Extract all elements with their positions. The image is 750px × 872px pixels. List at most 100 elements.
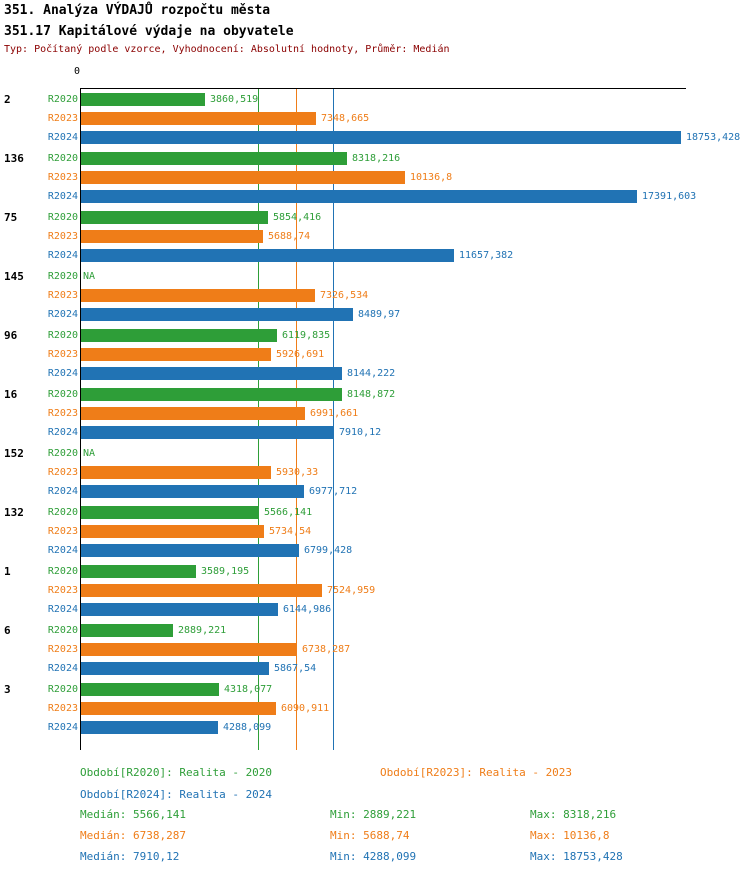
bar-value-label: 6738,287 <box>302 644 351 655</box>
bar-value-label: 5854,416 <box>273 212 322 223</box>
series-tick-label: R2020 <box>47 684 78 695</box>
bar-r2023 <box>81 584 322 597</box>
stat-median-r2024: Medián: 7910,12 <box>80 850 180 863</box>
series-tick-label: R2020 <box>47 389 78 400</box>
bar-value-label: 7326,534 <box>320 290 369 301</box>
series-tick-label: R2024 <box>47 427 78 438</box>
bar-value-label: 6977,712 <box>309 486 358 497</box>
bar-value-label: 5867,54 <box>274 663 317 674</box>
series-tick-label: R2024 <box>47 250 78 261</box>
group-label: 6 <box>4 624 11 637</box>
bar-r2023 <box>81 525 264 538</box>
series-tick-label: R2024 <box>47 663 78 674</box>
bar-r2020 <box>81 388 342 401</box>
series-tick-label: R2023 <box>47 231 78 242</box>
bar-r2024 <box>81 662 269 675</box>
bar-value-label: 5926,691 <box>276 349 325 360</box>
bar-value-label: 10136,8 <box>410 172 453 183</box>
bar-r2020 <box>81 152 347 165</box>
bar-value-label: 8148,872 <box>347 389 396 400</box>
series-tick-label: R2024 <box>47 309 78 320</box>
bar-r2020 <box>81 211 268 224</box>
series-tick-label: R2023 <box>47 703 78 714</box>
series-tick-label: R2020 <box>47 566 78 577</box>
chart-meta-line: Typ: Počítaný podle vzorce, Vyhodnocení:… <box>4 44 450 55</box>
stat-min-r2024: Min: 4288,099 <box>330 850 417 863</box>
bar-r2024 <box>81 367 342 380</box>
bar-r2020 <box>81 565 196 578</box>
series-tick-label: R2020 <box>47 330 78 341</box>
group-label: 132 <box>4 506 24 519</box>
series-tick-label: R2024 <box>47 604 78 615</box>
bar-value-label: 5688,74 <box>268 231 311 242</box>
group-label: 75 <box>4 211 18 224</box>
series-tick-label: R2023 <box>47 290 78 301</box>
bar-value-label: 3860,519 <box>210 94 259 105</box>
bar-value-label: 7524,959 <box>327 585 376 596</box>
group-label: 96 <box>4 329 18 342</box>
bar-r2024 <box>81 603 278 616</box>
group-label: 3 <box>4 683 11 696</box>
series-tick-label: R2020 <box>47 271 78 282</box>
bar-r2023 <box>81 112 316 125</box>
series-tick-label: R2020 <box>47 212 78 223</box>
bar-r2020 <box>81 329 277 342</box>
series-tick-label: R2023 <box>47 408 78 419</box>
series-tick-label: R2024 <box>47 545 78 556</box>
series-tick-label: R2023 <box>47 526 78 537</box>
series-tick-label: R2024 <box>47 722 78 733</box>
series-tick-label: R2023 <box>47 113 78 124</box>
bar-r2023 <box>81 702 276 715</box>
series-tick-label: R2023 <box>47 585 78 596</box>
bar-r2020 <box>81 624 173 637</box>
legend-item-r2024: Období[R2024]: Realita - 2024 <box>80 788 273 801</box>
bar-r2020 <box>81 506 259 519</box>
group-label: 145 <box>4 270 24 283</box>
series-tick-label: R2023 <box>47 172 78 183</box>
group-label: 136 <box>4 152 24 165</box>
series-tick-label: R2020 <box>47 507 78 518</box>
median-line-r2024 <box>333 89 334 750</box>
stat-median-r2020: Medián: 5566,141 <box>80 808 186 821</box>
group-label: 1 <box>4 565 11 578</box>
x-axis-origin-label: 0 <box>74 66 81 77</box>
series-tick-label: R2020 <box>47 448 78 459</box>
x-axis-line <box>80 88 686 89</box>
indicator-title: 351.17 Kapitálové výdaje na obyvatele <box>4 24 294 39</box>
bar-r2024 <box>81 308 353 321</box>
group-label: 2 <box>4 93 11 106</box>
bar-value-label: 6144,986 <box>283 604 332 615</box>
series-tick-label: R2024 <box>47 132 78 143</box>
series-tick-label: R2023 <box>47 349 78 360</box>
bar-r2024 <box>81 485 304 498</box>
bar-value-label: 7348,665 <box>321 113 370 124</box>
bar-value-label: 4318,077 <box>224 684 273 695</box>
group-label: 16 <box>4 388 18 401</box>
stat-max-r2023: Max: 10136,8 <box>530 829 610 842</box>
bar-r2024 <box>81 131 681 144</box>
y-axis-line <box>80 88 81 750</box>
group-label: 152 <box>4 447 24 460</box>
bar-value-label: 6090,911 <box>281 703 330 714</box>
bar-r2024 <box>81 249 454 262</box>
stat-max-r2020: Max: 8318,216 <box>530 808 617 821</box>
bar-value-label: 8144,222 <box>347 368 396 379</box>
bar-r2020 <box>81 683 219 696</box>
bar-value-label: 17391,603 <box>642 191 697 202</box>
bar-value-label: 5734,54 <box>269 526 312 537</box>
bar-value-label: 7910,12 <box>339 427 382 438</box>
bar-value-label: 5566,141 <box>264 507 313 518</box>
bar-r2023 <box>81 643 297 656</box>
bar-value-label: 8489,97 <box>358 309 401 320</box>
bar-r2024 <box>81 544 299 557</box>
bar-value-label: 3589,195 <box>201 566 250 577</box>
bar-r2020 <box>81 93 205 106</box>
series-tick-label: R2024 <box>47 368 78 379</box>
legend-item-r2023: Období[R2023]: Realita - 2023 <box>380 766 573 779</box>
bar-value-label: 6991,661 <box>310 408 359 419</box>
bar-r2023 <box>81 407 305 420</box>
bar-r2023 <box>81 348 271 361</box>
bar-r2023 <box>81 466 271 479</box>
bar-value-label: 6119,835 <box>282 330 331 341</box>
